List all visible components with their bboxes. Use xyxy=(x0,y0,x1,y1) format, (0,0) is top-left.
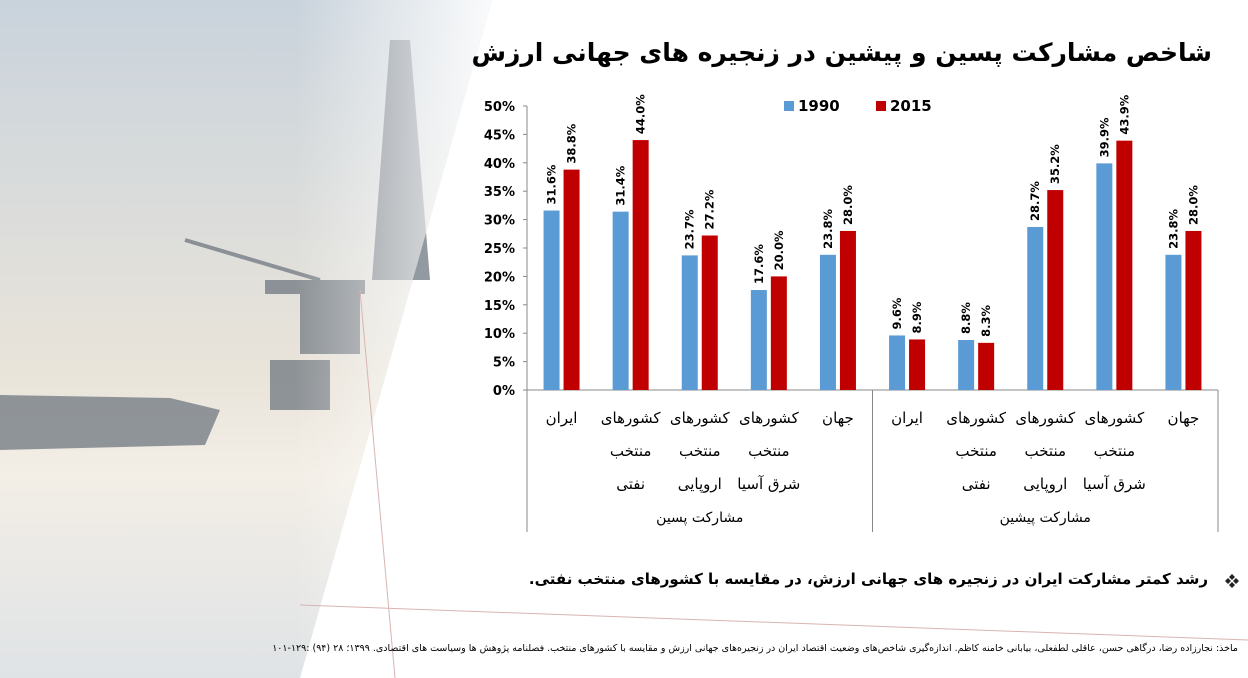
y-tick-label: 40% xyxy=(484,157,515,172)
group-label: مشارکت پسین xyxy=(656,510,744,526)
x-tick-label: کشورهای منتخب نفتی xyxy=(600,409,661,493)
x-tick-label: ایران xyxy=(891,409,923,427)
bar xyxy=(839,230,856,390)
data-label: 39.9% xyxy=(1097,117,1111,157)
data-label: 43.9% xyxy=(1117,94,1131,134)
bar xyxy=(1096,163,1113,390)
data-label: 35.2% xyxy=(1048,144,1062,184)
data-label: 8.8% xyxy=(959,302,973,334)
bar xyxy=(978,342,995,390)
y-tick-label: 0% xyxy=(493,384,515,399)
data-label: 23.8% xyxy=(821,208,835,248)
bar xyxy=(958,340,975,390)
bar xyxy=(1185,230,1202,390)
y-tick-label: 25% xyxy=(484,242,515,257)
bar xyxy=(612,211,629,390)
y-tick-label: 50% xyxy=(484,100,515,115)
bar xyxy=(563,169,580,390)
bar xyxy=(770,276,787,390)
y-tick-label: 30% xyxy=(484,214,515,229)
data-label: 8.9% xyxy=(910,301,924,333)
y-tick-label: 20% xyxy=(484,270,515,285)
data-label: 28.0% xyxy=(1186,185,1200,225)
y-tick-label: 45% xyxy=(484,128,515,143)
y-tick-label: 15% xyxy=(484,299,515,314)
y-tick-label: 10% xyxy=(484,327,515,342)
source-note: ماخذ: نجارزاده رضا، درگاهی حسن، عاقلی لط… xyxy=(272,643,1238,654)
x-tick-label: کشورهای منتخب اروپایی xyxy=(669,409,730,493)
data-label: 23.7% xyxy=(683,209,697,249)
bar xyxy=(909,339,926,390)
bar xyxy=(819,254,836,390)
data-label: 9.6% xyxy=(890,297,904,329)
data-label: 27.2% xyxy=(703,189,717,229)
data-label: 17.6% xyxy=(752,244,766,284)
data-label: 28.0% xyxy=(841,185,855,225)
bar xyxy=(750,290,767,390)
bar xyxy=(681,255,698,390)
bar xyxy=(889,335,906,390)
chart-title: شاخص مشارکت پسین و پیشین در زنجیره های ج… xyxy=(471,38,1212,67)
legend-label: 2015 xyxy=(890,97,932,115)
x-tick-label: جهان xyxy=(822,409,854,427)
data-label: 8.3% xyxy=(979,304,993,336)
bar xyxy=(1165,254,1182,390)
data-label: 20.0% xyxy=(772,230,786,270)
bar xyxy=(632,140,649,390)
legend-label: 1990 xyxy=(798,97,840,115)
x-tick-label: ایران xyxy=(545,409,578,427)
x-tick-label: کشورهای منتخب شرق آسیا xyxy=(1082,409,1146,493)
data-label: 44.0% xyxy=(634,94,648,134)
data-label: 28.7% xyxy=(1028,181,1042,221)
y-tick-label: 35% xyxy=(484,185,515,200)
bar xyxy=(701,235,718,390)
bar xyxy=(1047,190,1064,390)
bullet-text: رشد کمتر مشارکت ایران در زنجیره های جهان… xyxy=(528,570,1208,588)
x-tick-label: کشورهای منتخب نفتی xyxy=(946,409,1007,493)
legend-swatch xyxy=(876,101,886,111)
y-tick-label: 5% xyxy=(493,356,515,371)
x-tick-label: کشورهای منتخب اروپایی xyxy=(1015,409,1076,493)
data-label: 23.8% xyxy=(1166,208,1180,248)
bullet-icon xyxy=(1225,574,1239,588)
data-label: 38.8% xyxy=(565,123,579,163)
x-tick-label: جهان xyxy=(1167,409,1200,427)
data-label: 31.4% xyxy=(614,165,628,205)
bar xyxy=(1116,140,1133,390)
bar xyxy=(543,210,560,390)
data-label: 31.6% xyxy=(545,164,559,204)
group-label: مشارکت پیشین xyxy=(999,510,1091,526)
legend-swatch xyxy=(784,101,794,111)
bar xyxy=(1027,226,1044,390)
x-tick-label: کشورهای منتخب شرق آسیا xyxy=(737,409,801,493)
